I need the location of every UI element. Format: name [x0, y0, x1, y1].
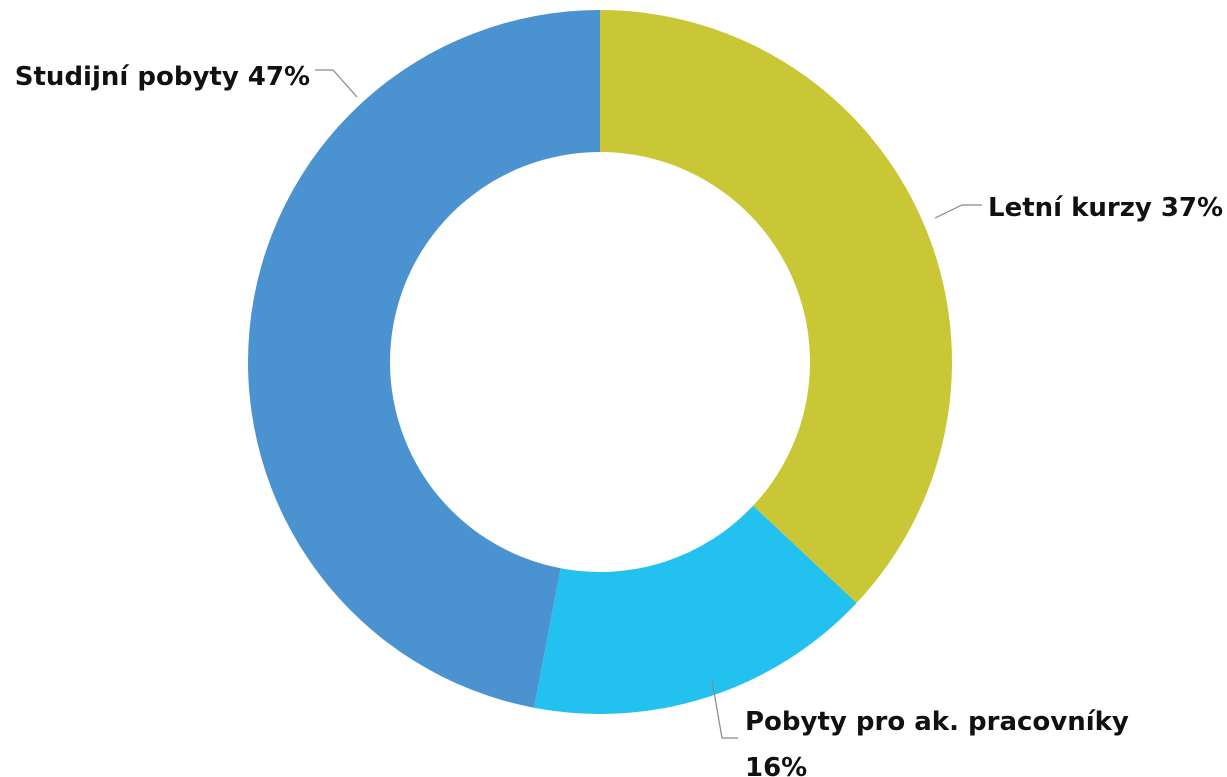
- slice-name: Pobyty pro ak. pracovníky: [745, 707, 1129, 737]
- donut-slice: [247, 10, 600, 708]
- slice-value: 16%: [745, 753, 807, 777]
- leader-line: [934, 204, 982, 219]
- slice-label: Studijní pobyty 47%: [15, 62, 310, 92]
- slice-value: 37%: [1161, 193, 1223, 223]
- slice-label: Pobyty pro ak. pracovníky 16%: [745, 707, 1129, 777]
- slice-name: Studijní pobyty: [15, 62, 239, 92]
- slice-value: 47%: [248, 62, 310, 92]
- leader-line: [315, 69, 358, 98]
- leader-line: [711, 679, 738, 739]
- donut-slice: [600, 10, 953, 603]
- slice-label: Letní kurzy 37%: [988, 193, 1223, 223]
- donut-slice: [534, 505, 857, 714]
- slice-name: Letní kurzy: [988, 193, 1152, 223]
